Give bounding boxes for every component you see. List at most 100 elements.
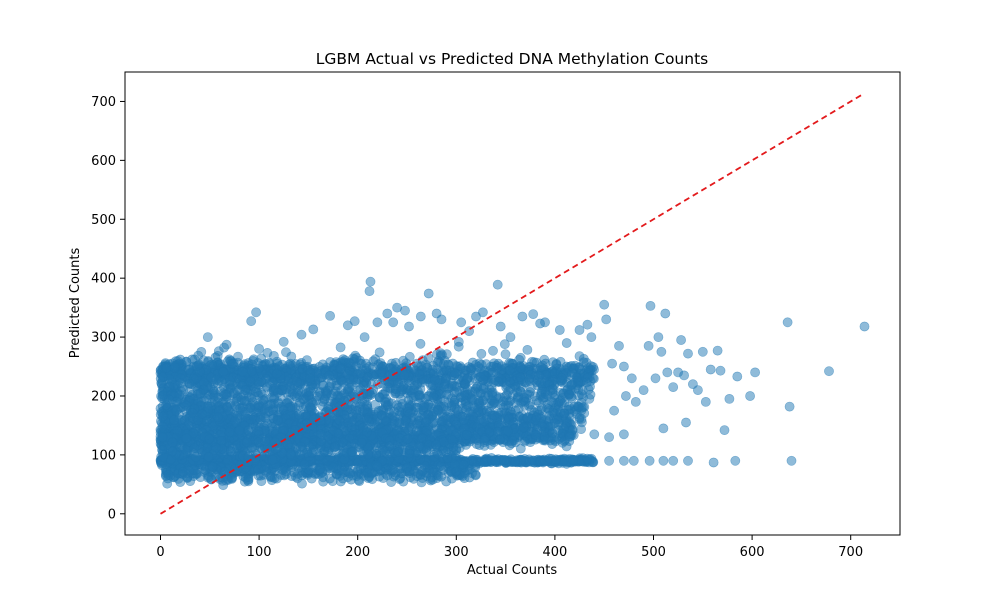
data-point: [343, 384, 354, 394]
data-point: [531, 430, 541, 440]
data-point: [411, 425, 422, 436]
data-point: [415, 392, 425, 403]
data-point: [416, 477, 427, 488]
data-point: [469, 403, 480, 413]
data-point: [335, 363, 346, 374]
data-point: [266, 472, 277, 482]
data-point: [488, 398, 499, 409]
data-point: [577, 385, 588, 396]
data-point: [207, 461, 218, 472]
data-point: [504, 365, 515, 376]
data-point: [222, 402, 233, 413]
data-point: [576, 424, 586, 434]
data-point: [453, 336, 464, 347]
data-point: [461, 374, 472, 385]
data-point: [192, 360, 203, 371]
data-point: [185, 476, 196, 486]
data-point: [226, 358, 237, 369]
data-point: [289, 424, 300, 435]
data-point: [531, 412, 542, 423]
data-point: [315, 463, 326, 474]
data-point: [243, 425, 254, 436]
data-point: [536, 362, 546, 373]
data-point: [450, 368, 461, 379]
data-point: [522, 344, 533, 355]
data-point: [272, 387, 283, 398]
chart-title: LGBM Actual vs Predicted DNA Methylation…: [316, 50, 709, 68]
data-point: [500, 349, 511, 360]
data-point: [175, 378, 186, 389]
data-point: [499, 455, 509, 466]
data-point: [162, 478, 173, 489]
data-point: [161, 362, 172, 373]
data-point: [184, 387, 195, 398]
data-point: [177, 466, 188, 477]
data-point: [458, 459, 469, 470]
data-point: [519, 436, 530, 447]
data-point: [449, 387, 460, 397]
data-point: [437, 415, 448, 426]
data-point: [493, 376, 503, 387]
data-point: [169, 415, 179, 426]
data-point: [518, 422, 529, 433]
data-point: [188, 465, 199, 475]
data-point: [544, 410, 554, 421]
data-point: [361, 363, 372, 374]
data-point: [441, 405, 452, 416]
data-point: [378, 361, 389, 372]
data-point: [163, 469, 174, 480]
data-point: [512, 387, 523, 398]
data-point: [525, 369, 536, 380]
data-point: [405, 385, 416, 396]
data-point: [502, 426, 513, 436]
data-point: [433, 470, 444, 481]
data-point: [415, 338, 426, 349]
data-point: [488, 361, 499, 372]
data-point: [224, 427, 235, 438]
data-point: [343, 357, 354, 368]
data-point: [566, 360, 577, 371]
data-point: [488, 345, 498, 356]
data-point: [404, 351, 415, 362]
data-point: [449, 395, 460, 406]
data-point: [325, 357, 336, 367]
data-point: [271, 368, 282, 379]
data-point: [224, 375, 235, 386]
data-point: [256, 353, 267, 364]
data-point: [305, 373, 315, 384]
data-point: [400, 415, 411, 426]
data-point: [568, 454, 579, 465]
data-point: [507, 435, 518, 446]
data-point: [171, 405, 182, 416]
data-point: [548, 357, 558, 368]
data-point: [292, 377, 302, 387]
data-point: [382, 382, 393, 393]
data-point: [359, 404, 370, 415]
data-point: [390, 388, 400, 399]
data-point: [267, 377, 278, 388]
data-point: [169, 362, 180, 373]
data-point: [515, 363, 526, 373]
data-point: [324, 415, 335, 426]
data-point: [305, 386, 316, 397]
data-point: [218, 366, 229, 377]
data-point: [281, 347, 291, 358]
data-point: [564, 389, 575, 400]
data-point: [414, 369, 425, 380]
data-point: [498, 396, 509, 407]
data-point: [478, 384, 489, 394]
data-point: [259, 412, 269, 423]
data-point: [256, 476, 267, 487]
data-point: [494, 435, 505, 445]
data-point: [412, 402, 423, 413]
data-point: [489, 410, 500, 421]
data-point: [490, 455, 501, 466]
data-point: [327, 476, 338, 487]
data-point: [234, 425, 245, 436]
data-point: [306, 473, 317, 484]
data-point: [301, 355, 312, 365]
data-point: [195, 388, 206, 398]
data-point: [335, 342, 346, 353]
